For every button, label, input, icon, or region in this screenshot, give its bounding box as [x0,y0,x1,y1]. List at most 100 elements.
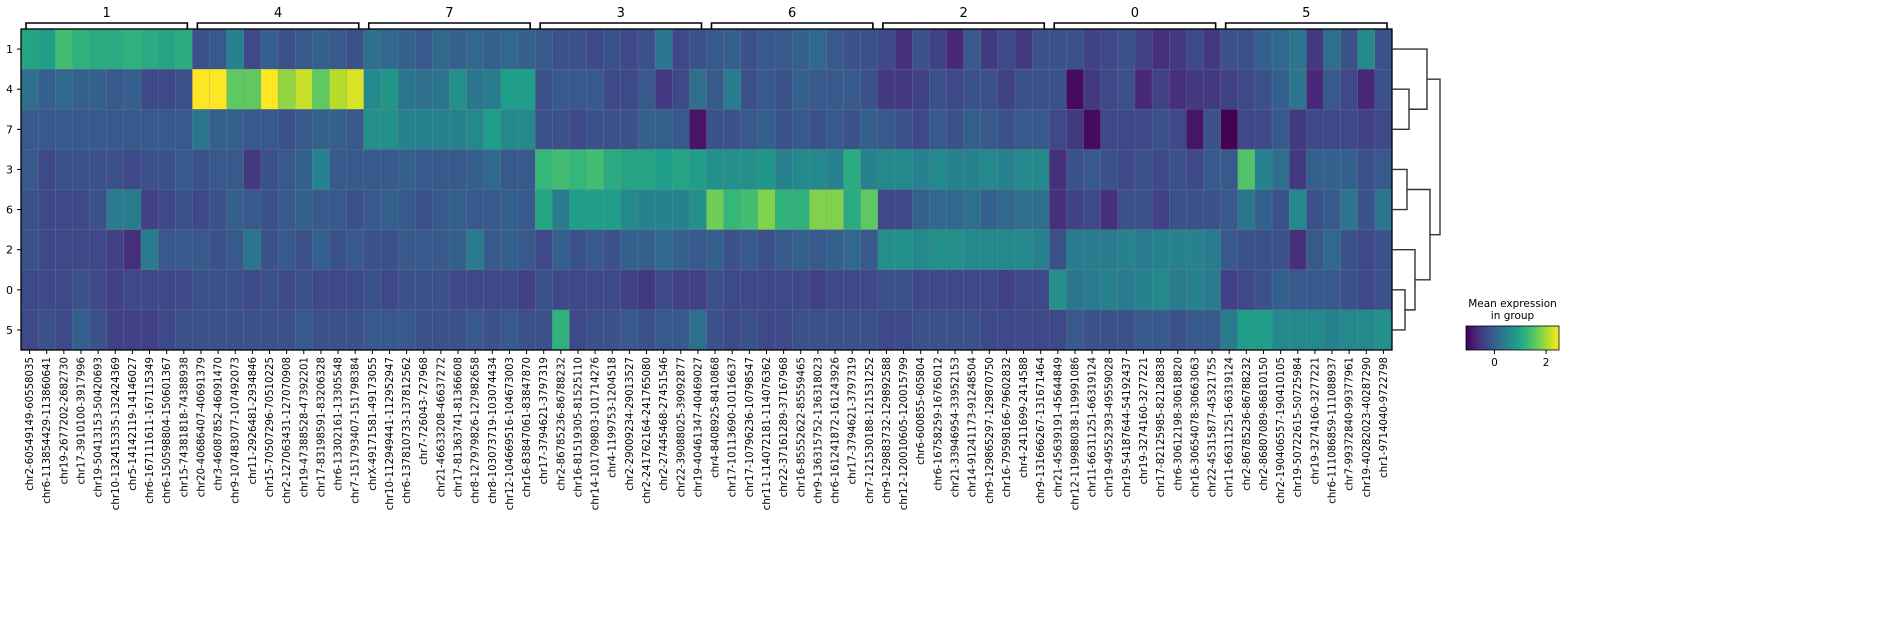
heatmap-cell [757,28,776,70]
heatmap-cell [243,149,262,190]
heatmap-cell [723,269,742,311]
heatmap-cell [963,309,982,351]
heatmap-cell [72,309,91,351]
heatmap-cell [1357,28,1376,70]
heatmap-cell [603,68,622,110]
heatmap-cell [997,189,1016,231]
heatmap-cell [37,149,56,190]
heatmap-cell [654,149,673,190]
column-label: chr22-45315877-45321755 [1208,357,1219,497]
heatmap-cell [586,28,605,70]
heatmap-cell [192,149,210,190]
column-label: chr8-103073719-103074434 [488,357,499,504]
heatmap-cell [569,149,588,190]
heatmap-cell [706,309,725,351]
heatmap-cell [414,269,433,311]
heatmap-cell [1237,189,1256,231]
dendrogram [1392,48,1441,331]
heatmap-cell [226,189,245,231]
heatmap-cell [20,189,39,231]
heatmap-cell [1271,229,1290,271]
heatmap-cell [1169,309,1187,351]
heatmap-cell [620,149,639,190]
heatmap-cell [37,68,56,110]
heatmap-cell [603,309,622,351]
heatmap-cell [226,28,245,70]
heatmap-cell [449,28,468,70]
heatmap-cell [72,189,91,231]
heatmap-cell [706,68,725,110]
heatmap-cell [1083,28,1102,70]
heatmap-cell [723,28,742,70]
heatmap-cell [123,109,142,150]
column-tick-labels: chr2-60549149-60558035 chr6-113854429-113… [25,350,1390,510]
heatmap-cell [997,68,1016,110]
heatmap-cell [997,269,1016,311]
dendrogram-link [1427,78,1441,236]
column-label: chr19-54187644-54192437 [1122,357,1133,497]
column-label: chr17-3794621-3797319 [539,357,550,484]
heatmap-cell [1117,309,1136,351]
heatmap-cell [72,229,91,271]
heatmap-cell [175,28,193,70]
heatmap-cell [1271,189,1290,231]
heatmap-cell [175,109,193,150]
column-label: chr1-9714040-9722798 [1379,357,1390,478]
heatmap-cell [1014,269,1033,311]
heatmap-cell [106,149,125,190]
heatmap-cell [123,68,142,110]
heatmap-cell [55,28,73,70]
heatmap-cell [877,189,896,231]
heatmap-cell [1134,149,1153,190]
heatmap-cell [500,189,519,231]
heatmap-cell [346,269,365,311]
group-bracket [710,22,874,30]
heatmap-cell [809,309,827,351]
heatmap-cell [432,189,450,231]
heatmap-cell [209,229,228,271]
heatmap-cell [1083,149,1102,190]
heatmap-cell [517,68,536,110]
heatmap-cell [1151,269,1170,311]
heatmap-cell [500,269,519,311]
heatmap-cell [1374,269,1393,311]
heatmap-cell [1100,309,1119,351]
heatmap-cell [329,189,348,231]
heatmap-cell [72,149,91,190]
heatmap-cell [860,309,879,351]
heatmap-cell [877,309,896,351]
column-label: chr2-86785236-86788232 [1242,357,1253,491]
heatmap-cell [929,269,947,311]
heatmap-cell [740,189,759,231]
heatmap-cell [637,269,656,311]
heatmap-cell [363,269,382,311]
heatmap-cell [809,149,827,190]
heatmap-cell [346,189,365,231]
column-label: chr6-600855-605804 [916,357,927,465]
heatmap-cell [997,109,1016,150]
heatmap-cell [620,109,639,150]
heatmap-cell [1288,28,1307,70]
heatmap-cell [517,28,536,70]
heatmap-cell [483,149,502,190]
heatmap-cell [706,149,725,190]
row-label: 4 [6,83,13,96]
heatmap-cell [243,28,262,70]
heatmap-cell [1169,68,1187,110]
heatmap-cell [706,189,725,231]
column-label: chr19-47388528-47392201 [299,357,310,497]
heatmap-cell [312,28,330,70]
heatmap-cell [1066,309,1085,351]
heatmap-cell [586,229,605,271]
heatmap-cell [1151,229,1170,271]
heatmap-cell [672,149,690,190]
heatmap-cell [997,229,1016,271]
heatmap-cell [946,149,965,190]
heatmap-cell [1083,309,1102,351]
heatmap-cell [397,309,416,351]
group-bracket [196,22,360,30]
heatmap-cell [1237,309,1256,351]
heatmap-cell [1083,68,1102,110]
heatmap-cell [260,309,279,351]
column-label: chr11-2926481-2934846 [248,357,259,484]
